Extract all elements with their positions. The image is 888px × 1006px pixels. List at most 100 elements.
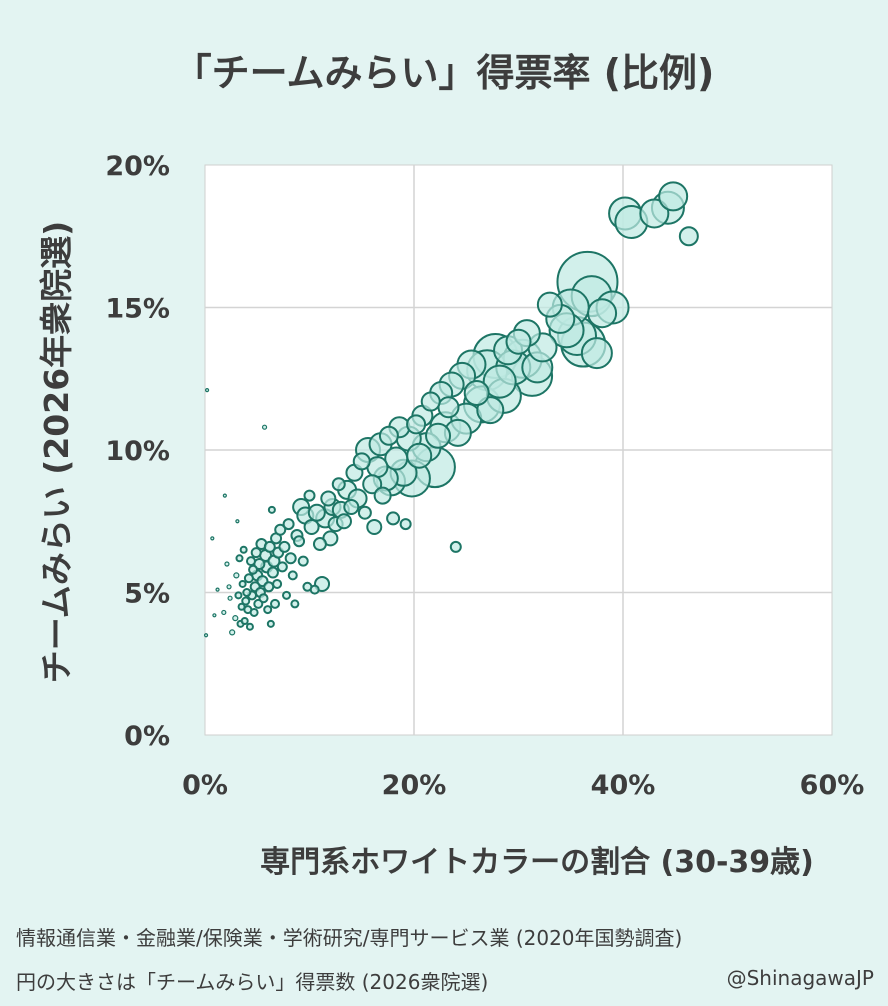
data-point: [580, 337, 613, 370]
data-point: [266, 566, 279, 579]
data-point: [229, 629, 236, 636]
data-point: [406, 442, 433, 469]
footnote-categories: 情報通信業・金融業/保険業・学術研究/専門サービス業 (2020年国勢調査): [16, 926, 683, 950]
data-point: [309, 584, 320, 595]
data-point: [263, 581, 275, 593]
data-point: [232, 615, 239, 622]
data-points: [203, 181, 699, 638]
data-point: [293, 535, 306, 548]
data-point: [505, 328, 532, 355]
data-point: [282, 518, 295, 531]
data-point: [233, 572, 240, 579]
data-point: [241, 596, 251, 606]
data-point: [536, 291, 563, 318]
data-point: [266, 619, 275, 628]
data-point: [250, 547, 262, 559]
data-point: [272, 578, 283, 589]
data-point: [406, 414, 427, 435]
data-point: [352, 452, 371, 471]
data-point: [235, 519, 240, 524]
data-point: [278, 540, 291, 553]
data-point: [239, 545, 248, 554]
data-point: [420, 391, 441, 412]
y-tick-label: 5%: [124, 579, 170, 610]
data-point: [303, 489, 316, 502]
data-point: [303, 518, 320, 535]
x-tick-labels: 0% 20% 40% 60%: [182, 770, 864, 801]
data-point: [222, 493, 227, 498]
data-point: [263, 605, 273, 615]
data-point: [378, 425, 399, 446]
data-point: [284, 552, 297, 565]
data-point: [425, 422, 452, 449]
data-point: [263, 540, 276, 553]
y-tick-label: 0%: [124, 721, 170, 752]
data-point: [587, 298, 618, 329]
data-point: [307, 503, 326, 522]
data-point: [234, 591, 243, 600]
data-point: [226, 584, 232, 590]
data-point: [331, 477, 346, 492]
y-tick-label: 20%: [105, 151, 170, 182]
grid-lines: [205, 165, 832, 735]
data-point: [290, 599, 300, 609]
data-point: [297, 555, 309, 567]
data-point: [678, 226, 699, 247]
x-tick-label: 40%: [591, 770, 656, 801]
data-point: [282, 590, 292, 600]
data-point: [366, 518, 383, 535]
data-point: [203, 633, 209, 638]
data-point: [335, 513, 352, 530]
data-point: [242, 588, 252, 597]
y-tick-label: 10%: [105, 436, 170, 467]
chart-title: 「チームみらい」得票率 (比例): [173, 51, 715, 95]
data-point: [212, 613, 217, 618]
data-point: [276, 561, 288, 573]
data-point: [386, 511, 401, 526]
data-point: [357, 505, 372, 520]
x-tick-label: 0%: [182, 770, 228, 801]
data-point: [399, 518, 412, 531]
data-point: [463, 380, 490, 406]
data-point: [258, 593, 269, 604]
data-point: [320, 490, 337, 507]
y-tick-labels: 0% 5% 10% 15% 20%: [105, 151, 170, 752]
data-point: [237, 602, 246, 611]
data-point: [437, 396, 460, 419]
data-point: [238, 579, 247, 588]
data-point: [221, 609, 227, 616]
credit-handle: @ShinagawaJP: [726, 966, 874, 990]
data-point: [270, 598, 281, 609]
data-point: [312, 537, 327, 552]
data-point: [245, 556, 256, 567]
data-point: [658, 181, 689, 212]
data-point: [240, 617, 249, 625]
data-point: [274, 523, 287, 536]
data-point: [482, 364, 517, 399]
data-point: [210, 536, 215, 541]
data-point: [373, 486, 392, 505]
y-tick-label: 15%: [105, 294, 170, 325]
data-point: [245, 622, 254, 631]
data-point: [204, 388, 210, 393]
data-point: [639, 198, 670, 229]
x-tick-label: 60%: [800, 770, 865, 801]
footnote-size-legend: 円の大きさは「チームみらい」得票数 (2026衆院選): [16, 970, 489, 994]
data-point: [287, 570, 298, 581]
x-tick-label: 20%: [382, 770, 447, 801]
data-point: [384, 446, 409, 471]
data-point: [343, 499, 360, 515]
y-axis-label: チームみらい (2026年衆院選): [37, 221, 76, 684]
data-point: [224, 561, 230, 567]
scatter-chart: 0% 20% 40% 60% 0% 5% 10% 15% 20% 専門系ホワイトカラーの割合 …: [37, 151, 864, 880]
data-point: [249, 607, 259, 617]
data-point: [235, 554, 244, 563]
data-point: [227, 595, 233, 601]
data-point: [243, 573, 254, 584]
data-point: [215, 587, 220, 592]
data-point: [261, 424, 268, 430]
x-axis-label: 専門系ホワイトカラーの割合 (30-39歳): [260, 845, 814, 880]
data-point: [362, 474, 383, 495]
data-point: [449, 540, 462, 553]
data-point: [267, 505, 276, 514]
